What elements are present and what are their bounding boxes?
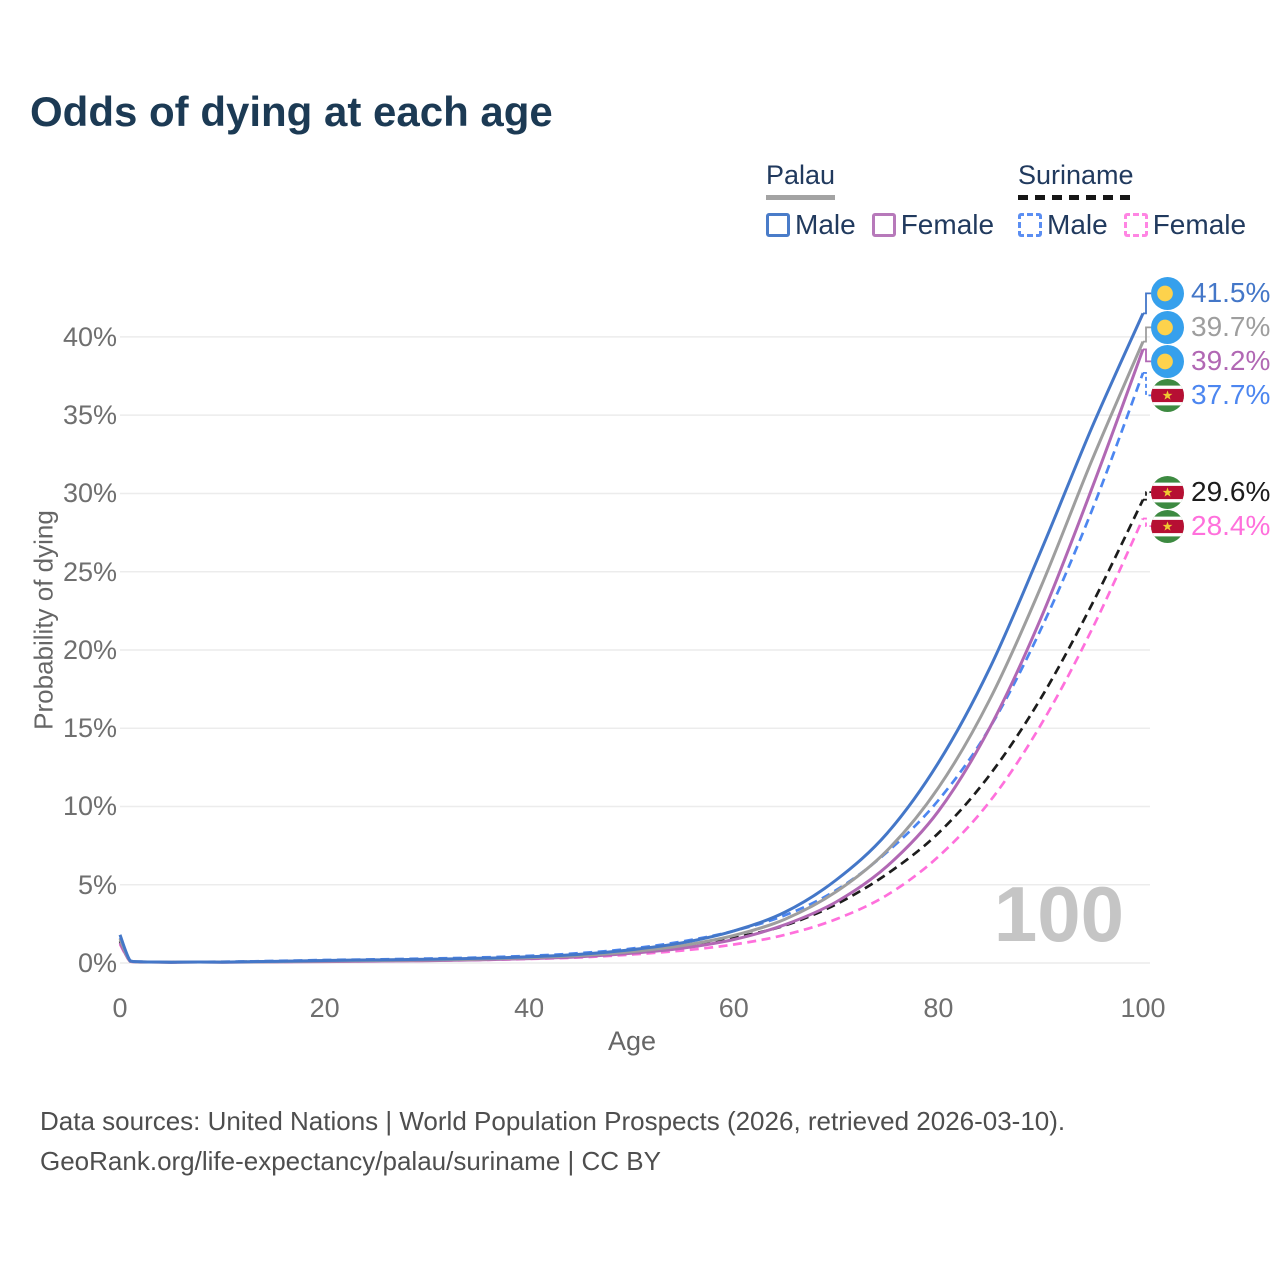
x-axis-title: Age — [607, 1026, 657, 1056]
palau-flag-icon — [1151, 310, 1184, 344]
page-title: Odds of dying at each age — [30, 88, 553, 135]
legend-item-suriname-male-label: Male — [1047, 209, 1108, 240]
end-label-value: 28.4% — [1191, 510, 1271, 542]
series-line-palau-male — [118, 312, 1145, 964]
palau-flag-icon — [1151, 276, 1184, 310]
end-label-connector — [1143, 292, 1151, 315]
legend-item-palau-male-label: Male — [795, 209, 856, 240]
end-label-connector — [1143, 326, 1151, 343]
end-label-value: 39.7% — [1191, 311, 1271, 343]
y-tick-label: 20% — [62, 634, 117, 665]
y-tick-label: 25% — [62, 556, 117, 587]
end-label-connector — [1143, 372, 1151, 397]
end-label-value: 41.5% — [1191, 277, 1271, 309]
y-tick-label: 40% — [62, 321, 117, 352]
end-label-value: 29.6% — [1191, 476, 1271, 508]
x-tick-label: 40 — [514, 993, 545, 1023]
y-tick-label: 15% — [62, 713, 117, 744]
series-line-palau-both-sexes — [118, 341, 1145, 964]
end-label-suriname-female: 28.4% — [1151, 509, 1270, 543]
x-tick-label: 80 — [923, 993, 954, 1023]
y-tick-label: 30% — [62, 478, 117, 509]
legend-item-palau-female[interactable]: Female — [871, 209, 995, 241]
end-label-connector — [1143, 517, 1151, 527]
end-label-palau-male: 41.5% — [1151, 276, 1270, 310]
palau-female-swatch — [871, 213, 896, 237]
end-label-value: 39.2% — [1191, 345, 1271, 377]
legend-item-palau-female-label: Female — [900, 209, 995, 240]
y-tick-label: 5% — [77, 869, 117, 900]
footer-attribution: GeoRank.org/life-expectancy/palau/surina… — [40, 1146, 661, 1176]
footer-data-sources: Data sources: United Nations | World Pop… — [40, 1106, 1066, 1136]
suriname-male-swatch — [1018, 213, 1042, 237]
legend-country-suriname[interactable]: Suriname — [1018, 160, 1246, 200]
legend-country-palau[interactable]: Palau — [766, 160, 994, 200]
x-tick-label: 60 — [718, 993, 749, 1023]
legend-country-suriname-label: Suriname — [1018, 160, 1134, 200]
end-label-connector — [1143, 491, 1151, 501]
y-tick-label: 35% — [62, 400, 117, 431]
palau-flag-icon — [1151, 344, 1184, 378]
suriname-flag-icon — [1151, 475, 1184, 509]
end-label-palau-female: 39.2% — [1151, 344, 1270, 378]
x-tick-label: 20 — [309, 993, 340, 1023]
suriname-flag-icon — [1151, 378, 1184, 412]
end-label-palau-both-sexes: 39.7% — [1151, 310, 1270, 344]
legend-country-palau-label: Palau — [766, 160, 836, 200]
legend-item-palau-male[interactable]: Male — [766, 209, 856, 241]
legend-item-suriname-female-label: Female — [1152, 209, 1247, 240]
palau-male-swatch — [766, 213, 790, 237]
suriname-flag-icon — [1151, 509, 1184, 543]
legend-item-suriname-male[interactable]: Male — [1018, 209, 1108, 241]
end-label-value: 37.7% — [1191, 379, 1271, 411]
y-axis-title: Probability of dying — [28, 510, 59, 730]
suriname-female-swatch — [1123, 213, 1148, 237]
series-line-palau-female — [118, 348, 1145, 964]
end-label-suriname-both-sexes: 29.6% — [1151, 475, 1270, 509]
y-tick-label: 10% — [62, 791, 117, 822]
legend-group-palau: Palau Male Female — [766, 160, 994, 241]
end-label-connector — [1143, 348, 1151, 363]
x-tick-label: 0 — [112, 993, 128, 1023]
legend-item-suriname-female[interactable]: Female — [1123, 209, 1247, 241]
x-tick-label: 100 — [1120, 993, 1166, 1023]
y-tick-label: 0% — [77, 948, 117, 978]
age-indicator-watermark: 100 — [993, 870, 1124, 958]
end-label-suriname-male: 37.7% — [1151, 378, 1270, 412]
legend-group-suriname: Suriname Male Female — [1018, 160, 1246, 241]
